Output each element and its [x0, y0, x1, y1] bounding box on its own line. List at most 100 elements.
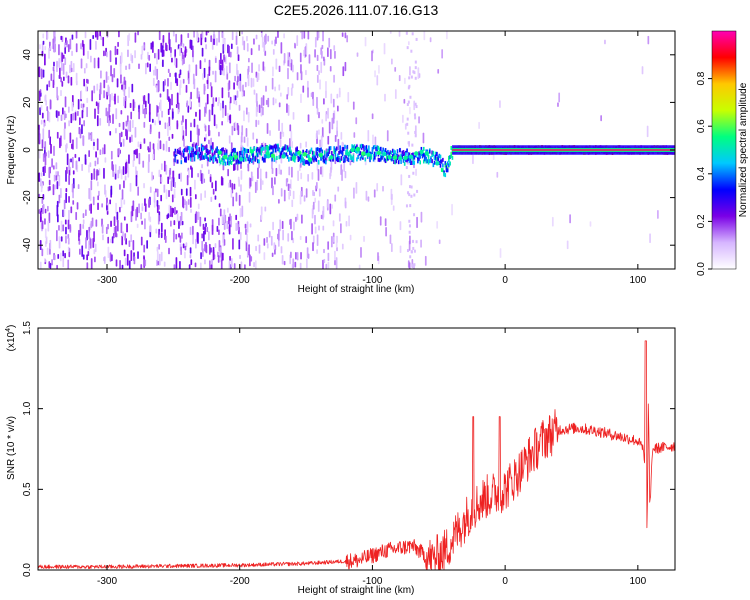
spectrogram-ridge-cell — [346, 157, 349, 162]
spectrogram-cell — [99, 31, 102, 37]
spectrogram-cell — [233, 82, 235, 90]
spectrogram-cell — [234, 95, 237, 101]
spectrogram-ridge-cell — [390, 150, 393, 155]
spectrogram-cell — [181, 58, 184, 66]
spectrogram-cell — [186, 175, 189, 186]
spectrogram-cell — [116, 78, 119, 88]
spectrogram-cell — [202, 173, 205, 184]
spectrogram-cell — [277, 228, 280, 241]
spectrogram-cell — [130, 250, 133, 262]
spectrogram-cell — [168, 136, 171, 141]
spectrogram-cell — [258, 161, 260, 169]
spectrogram-cell — [92, 34, 95, 40]
spectrogram-cell — [42, 193, 45, 200]
spectrogram-ridge-cell — [305, 149, 308, 154]
spectrogram-ridge-cell — [352, 157, 355, 162]
spectrogram-cell — [557, 102, 559, 107]
spectrogram-cell — [251, 175, 254, 182]
spectrogram-cell — [200, 193, 202, 201]
spectrogram-cell — [193, 118, 196, 128]
spectrogram-cell — [190, 39, 193, 51]
spectrogram-ridge-cell — [299, 159, 302, 164]
spectrogram-cell — [558, 92, 561, 103]
spectrogram-ridge-cell — [249, 157, 252, 162]
spectrogram-ridge-cell — [241, 150, 244, 155]
spectrogram-cell — [173, 220, 176, 226]
spectrogram-cell — [268, 230, 271, 238]
spectrogram-cell — [406, 46, 409, 50]
spectrogram-cell — [355, 181, 358, 194]
spectrogram-cell — [272, 66, 274, 77]
spectrogram-cell — [159, 93, 162, 98]
spectrogram-cell — [125, 65, 127, 71]
spectrogram-cell — [222, 234, 225, 247]
spectrogram-ridge-cell — [331, 151, 333, 156]
spectrogram-cell — [98, 190, 100, 197]
spectrogram-cell — [40, 68, 43, 80]
spectrogram-cell — [422, 132, 425, 144]
spectrogram-cell — [411, 32, 414, 36]
spectrogram-cell — [185, 188, 188, 196]
spectrogram-cell — [389, 234, 392, 244]
spectrogram-cell — [173, 188, 176, 199]
spectrogram-cell — [451, 203, 453, 216]
spectrogram-cell — [279, 131, 282, 140]
spectrogram-ridge-cell — [344, 154, 346, 159]
spectrogram-cell — [312, 91, 314, 100]
spectrogram-cell — [149, 216, 152, 223]
spectrogram-ridge-cell — [307, 160, 309, 165]
spectrogram-ridge-cell — [224, 152, 227, 157]
spectrogram-cell — [280, 246, 283, 254]
spectrogram-cell — [254, 181, 257, 194]
spectrogram-ridge-cell — [434, 151, 437, 156]
spectrogram-ridge-cell — [267, 154, 270, 159]
spectrogram-ridge-cell — [323, 159, 326, 164]
spectrogram-ridge-cell — [371, 147, 374, 152]
spectrogram-cell — [265, 33, 267, 44]
spectrogram-cell — [272, 221, 274, 231]
spectrogram-cell — [97, 195, 100, 201]
spectrogram-cell — [111, 73, 114, 83]
spectrogram-ridge-cell — [418, 153, 420, 158]
x-tick-label: -300 — [97, 275, 117, 286]
spectrogram-ridge-cell — [206, 156, 209, 161]
spectrogram-cell — [94, 160, 97, 167]
spectrogram-ridge-cell — [394, 150, 396, 155]
spectrogram-cell — [409, 95, 412, 99]
spectrogram-ridge-cell — [442, 163, 444, 168]
spectrogram-cell — [187, 105, 190, 113]
spectrogram-cell — [67, 75, 70, 84]
spectrogram-ridge-cell — [308, 150, 310, 155]
spectrogram-ridge-cell — [264, 158, 266, 163]
spectrogram-cell — [90, 203, 92, 214]
spectrogram-cell — [231, 31, 234, 41]
spectrogram-cell — [38, 66, 41, 78]
spectrogram-ridge-cell — [370, 153, 373, 158]
spectrogram-cell — [417, 67, 420, 79]
spectrogram-ridge-cell — [258, 148, 260, 153]
spectrogram-cell — [255, 119, 258, 128]
spectrogram-cell — [218, 203, 221, 208]
spectrogram-ridge-cell — [297, 157, 300, 162]
spectrogram-cell — [179, 235, 182, 243]
spectrogram-cell — [176, 120, 179, 130]
spectrogram-cell — [255, 106, 258, 117]
spectrogram-cell — [247, 65, 250, 73]
spectrogram-cell — [82, 213, 85, 219]
spectrogram-cell — [174, 206, 176, 215]
spectrogram-ridge-cell — [334, 155, 337, 160]
spectrogram-cell — [316, 234, 319, 246]
spectrogram-ridge-cell — [174, 148, 177, 153]
spectrogram-cell — [320, 135, 323, 148]
spectrogram-ridge-cell — [383, 157, 386, 162]
spectrogram-ridge-cell — [365, 149, 368, 154]
spectrogram-cell — [60, 220, 63, 233]
spectrogram-cell — [67, 219, 70, 230]
spectrogram-cell — [152, 143, 155, 150]
spectrogram-cell — [235, 35, 238, 45]
spectrogram-cell — [407, 191, 410, 195]
spectrogram-cell — [62, 63, 65, 75]
spectrogram-ridge-cell — [354, 146, 357, 151]
spectrogram-cell — [148, 103, 151, 116]
spectrogram-cell — [244, 264, 246, 269]
